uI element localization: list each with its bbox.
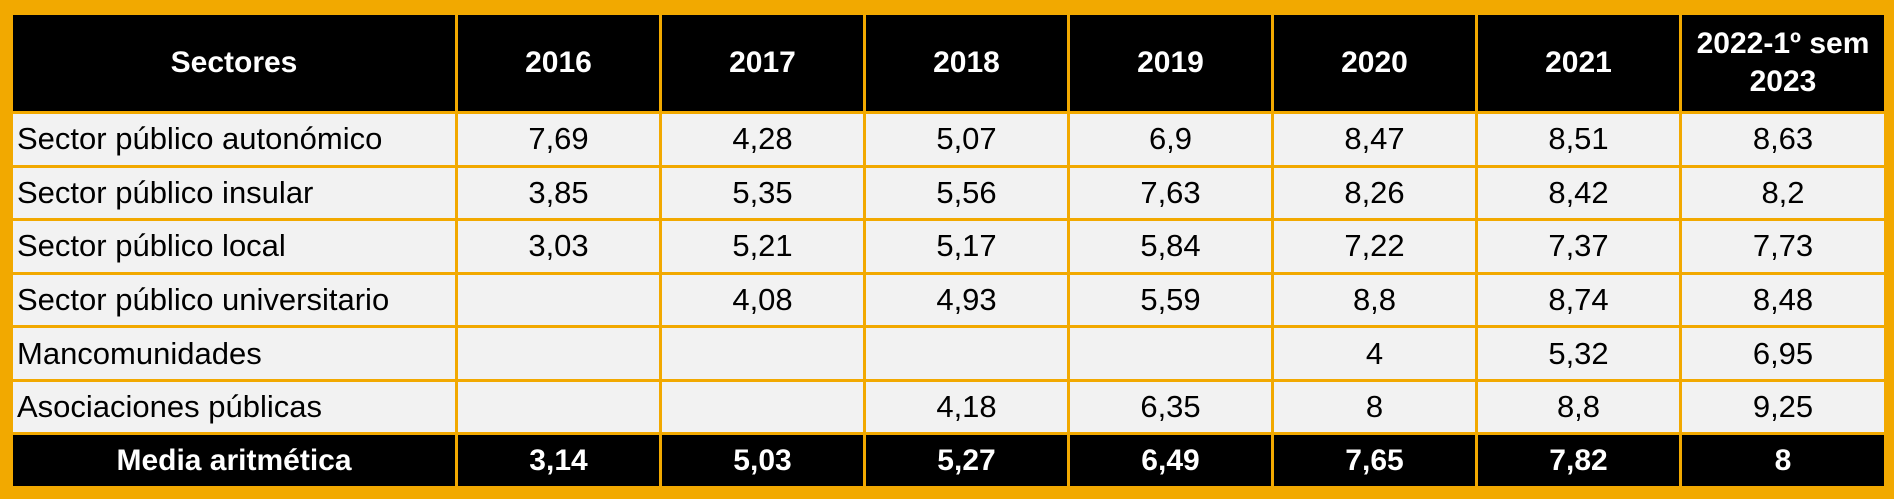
total-cell: 7,65 — [1271, 432, 1478, 489]
total-row: Media aritmética 3,14 5,03 5,27 6,49 7,6… — [10, 432, 1887, 489]
table-row: Sector público local 3,03 5,21 5,17 5,84… — [10, 218, 1887, 275]
header-sectores: Sectores — [10, 12, 458, 114]
total-cell: 8 — [1679, 432, 1887, 489]
row-label: Sector público autonómico — [10, 111, 458, 168]
row-label: Sector público local — [10, 218, 458, 275]
header-row: Sectores 2016 2017 2018 2019 2020 2021 2… — [10, 12, 1887, 114]
table-row: Sector público autonómico 7,69 4,28 5,07… — [10, 111, 1887, 168]
table-row: Sector público universitario 4,08 4,93 5… — [10, 271, 1887, 329]
row-label: Sector público insular — [10, 164, 458, 222]
header-2018: 2018 — [863, 12, 1070, 114]
header-2020: 2020 — [1271, 12, 1478, 114]
table-cell: 6,35 — [1067, 378, 1274, 436]
table-cell: 5,17 — [863, 218, 1070, 275]
table-cell — [659, 325, 866, 382]
total-cell: 7,82 — [1475, 432, 1682, 489]
header-2016: 2016 — [455, 12, 662, 114]
table-cell: 5,84 — [1067, 218, 1274, 275]
table-cell: 5,59 — [1067, 271, 1274, 329]
header-2019: 2019 — [1067, 12, 1274, 114]
data-table: Sectores 2016 2017 2018 2019 2020 2021 2… — [10, 12, 1887, 489]
table-cell: 8,74 — [1475, 271, 1682, 329]
table-cell: 5,35 — [659, 164, 866, 222]
table-cell: 6,95 — [1679, 325, 1887, 382]
table-cell: 3,03 — [455, 218, 662, 275]
row-label: Sector público universitario — [10, 271, 458, 329]
table-cell: 8,2 — [1679, 164, 1887, 222]
table-cell: 8,63 — [1679, 111, 1887, 168]
table-cell: 8,47 — [1271, 111, 1478, 168]
total-label: Media aritmética — [10, 432, 458, 489]
table-cell: 5,56 — [863, 164, 1070, 222]
table-row: Sector público insular 3,85 5,35 5,56 7,… — [10, 164, 1887, 222]
table-cell: 8,42 — [1475, 164, 1682, 222]
table-cell: 4,28 — [659, 111, 866, 168]
total-cell: 5,27 — [863, 432, 1070, 489]
total-cell: 5,03 — [659, 432, 866, 489]
total-cell: 3,14 — [455, 432, 662, 489]
table-cell: 8,26 — [1271, 164, 1478, 222]
table-cell: 8 — [1271, 378, 1478, 436]
table-cell: 6,9 — [1067, 111, 1274, 168]
total-cell: 6,49 — [1067, 432, 1274, 489]
table-cell: 4,93 — [863, 271, 1070, 329]
table-cell: 7,63 — [1067, 164, 1274, 222]
table-cell: 4,18 — [863, 378, 1070, 436]
row-label: Mancomunidades — [10, 325, 458, 382]
header-2017: 2017 — [659, 12, 866, 114]
table-frame: Sectores 2016 2017 2018 2019 2020 2021 2… — [10, 12, 1887, 489]
table-cell: 4 — [1271, 325, 1478, 382]
table-cell — [455, 325, 662, 382]
table-cell: 9,25 — [1679, 378, 1887, 436]
header-2021: 2021 — [1475, 12, 1682, 114]
table-cell — [1067, 325, 1274, 382]
table-cell: 5,07 — [863, 111, 1070, 168]
table-cell: 4,08 — [659, 271, 866, 329]
table-cell — [659, 378, 866, 436]
table-cell: 7,37 — [1475, 218, 1682, 275]
table-cell: 8,51 — [1475, 111, 1682, 168]
table-cell: 5,21 — [659, 218, 866, 275]
header-2022-2023: 2022-1º sem 2023 — [1679, 12, 1887, 114]
table-cell: 8,48 — [1679, 271, 1887, 329]
table-cell: 8,8 — [1475, 378, 1682, 436]
table-cell: 8,8 — [1271, 271, 1478, 329]
table-row: Asociaciones públicas 4,18 6,35 8 8,8 9,… — [10, 378, 1887, 436]
row-label: Asociaciones públicas — [10, 378, 458, 436]
table-cell: 7,73 — [1679, 218, 1887, 275]
table-cell: 7,69 — [455, 111, 662, 168]
table-cell: 3,85 — [455, 164, 662, 222]
table-cell: 7,22 — [1271, 218, 1478, 275]
table-cell — [863, 325, 1070, 382]
table-row: Mancomunidades 4 5,32 6,95 — [10, 325, 1887, 382]
table-cell — [455, 271, 662, 329]
table-cell: 5,32 — [1475, 325, 1682, 382]
table-cell — [455, 378, 662, 436]
